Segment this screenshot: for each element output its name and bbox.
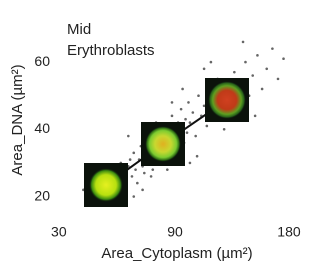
point xyxy=(277,78,280,81)
point xyxy=(206,125,209,128)
point xyxy=(194,135,197,138)
point xyxy=(210,61,213,64)
point xyxy=(171,101,174,104)
annotation: Mid xyxy=(67,21,91,38)
y-axis-label: Area_DNA (µm²) xyxy=(9,64,26,175)
point xyxy=(151,168,154,171)
point xyxy=(254,115,257,118)
point xyxy=(184,118,187,121)
point xyxy=(223,128,226,131)
annotation: Erythroblasts xyxy=(67,42,155,59)
point xyxy=(132,152,135,155)
point xyxy=(187,101,190,104)
point xyxy=(196,155,199,158)
point xyxy=(203,104,206,107)
y-tick-label: 20 xyxy=(34,187,50,203)
point xyxy=(127,135,130,138)
x-tick-label: 180 xyxy=(277,224,301,240)
y-tick-label: 40 xyxy=(34,120,50,136)
point xyxy=(251,74,254,77)
point xyxy=(129,158,132,161)
point xyxy=(171,115,174,118)
cell-image xyxy=(145,126,181,162)
point xyxy=(189,162,192,165)
point xyxy=(203,67,206,70)
cell-image xyxy=(89,168,123,202)
point xyxy=(189,121,192,124)
point xyxy=(233,71,236,74)
point xyxy=(143,172,146,175)
point xyxy=(131,175,134,178)
point xyxy=(181,88,184,91)
point xyxy=(136,182,139,185)
cell-image xyxy=(208,81,246,119)
point xyxy=(132,195,135,198)
point xyxy=(244,61,247,64)
point xyxy=(261,88,264,91)
point xyxy=(256,54,259,57)
point xyxy=(197,94,200,97)
x-axis-label: Area_Cytoplasm (µm²) xyxy=(101,245,252,262)
chart: Mid Erythroblasts Area_Cytoplasm (µm²) A… xyxy=(0,0,322,269)
point xyxy=(180,108,183,111)
x-tick-label: 30 xyxy=(51,224,67,240)
point xyxy=(134,168,137,171)
point xyxy=(242,41,245,44)
y-tick-label: 60 xyxy=(34,53,50,69)
point xyxy=(271,47,274,50)
point xyxy=(186,131,189,134)
point xyxy=(166,168,169,171)
point xyxy=(282,57,285,60)
point xyxy=(141,189,144,192)
cell-insets xyxy=(84,78,249,207)
point xyxy=(265,67,268,70)
point xyxy=(150,175,153,178)
point xyxy=(192,111,195,114)
x-tick-label: 90 xyxy=(167,224,183,240)
